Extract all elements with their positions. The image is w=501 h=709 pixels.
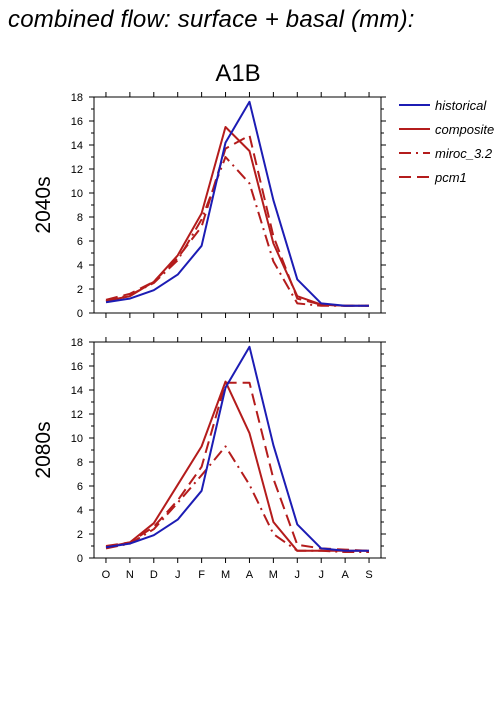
y-tick-label: 2 bbox=[77, 529, 83, 541]
x-tick-label: O bbox=[102, 569, 111, 581]
series-line-historical bbox=[105, 100, 369, 307]
plot-frame bbox=[93, 341, 382, 559]
series-line-miroc_3.2 bbox=[105, 445, 369, 553]
plot-frame bbox=[93, 96, 382, 314]
x-tick-label: M bbox=[221, 569, 230, 581]
y-tick-label: 12 bbox=[71, 409, 83, 421]
series-line-historical bbox=[105, 345, 369, 552]
y-tick-label: 4 bbox=[77, 505, 83, 517]
y-tick-label: 14 bbox=[71, 140, 83, 152]
y-tick-label: 10 bbox=[71, 188, 83, 200]
legend-item-pcm1: pcm1 bbox=[399, 170, 467, 185]
panel-2080s: 0 2 4 6 8 10 12 14 16 18 O N D J F M A M J J A S 2080s bbox=[32, 337, 386, 581]
y-tick-label: 4 bbox=[77, 260, 83, 272]
legend-label: historical bbox=[435, 98, 487, 113]
x-tick-label: J bbox=[175, 569, 181, 581]
x-tick-label: A bbox=[246, 569, 254, 581]
y-tick-label: 12 bbox=[71, 164, 83, 176]
legend-item-composite: composite bbox=[399, 122, 494, 137]
legend-label: miroc_3.2 bbox=[435, 146, 493, 161]
scenario-label: A1B bbox=[215, 60, 260, 87]
y-tick-label: 8 bbox=[77, 457, 83, 469]
y-tick-label: 18 bbox=[71, 92, 83, 104]
x-tick-label: J bbox=[318, 569, 324, 581]
legend-item-miroc_3.2: miroc_3.2 bbox=[399, 146, 493, 161]
x-tick-label: N bbox=[126, 569, 134, 581]
legend-label: pcm1 bbox=[434, 170, 467, 185]
x-tick-label: M bbox=[269, 569, 278, 581]
period-label: 2040s bbox=[32, 176, 55, 233]
y-tick-label: 8 bbox=[77, 212, 83, 224]
y-tick-label: 10 bbox=[71, 433, 83, 445]
legend-label: composite bbox=[435, 122, 494, 137]
series-line-miroc_3.2 bbox=[105, 156, 369, 307]
x-tick-label: F bbox=[198, 569, 205, 581]
chart-panels: 0 2 4 6 8 10 12 14 16 18 2040s 0 2 4 6 8 10 12 14 16 18 O N D J F… bbox=[32, 92, 386, 581]
y-tick-label: 14 bbox=[71, 385, 83, 397]
y-tick-label: 6 bbox=[77, 481, 83, 493]
figure-title: combined flow: surface + basal (mm): bbox=[8, 6, 415, 33]
y-tick-label: 16 bbox=[71, 361, 83, 373]
y-tick-label: 18 bbox=[71, 337, 83, 349]
panel-2040s: 0 2 4 6 8 10 12 14 16 18 2040s bbox=[32, 92, 386, 320]
x-tick-label: D bbox=[150, 569, 158, 581]
series-line-composite bbox=[105, 380, 369, 552]
x-tick-label: A bbox=[341, 569, 349, 581]
x-tick-label: J bbox=[295, 569, 301, 581]
series-line-pcm1 bbox=[105, 134, 369, 307]
period-label: 2080s bbox=[32, 421, 55, 478]
x-tick-label: S bbox=[365, 569, 372, 581]
y-tick-label: 0 bbox=[77, 308, 83, 320]
y-tick-label: 0 bbox=[77, 553, 83, 565]
legend: historical composite miroc_3.2 pcm1 bbox=[399, 98, 494, 185]
y-tick-label: 16 bbox=[71, 116, 83, 128]
legend-item-historical: historical bbox=[399, 98, 487, 113]
series-line-composite bbox=[105, 126, 369, 307]
y-tick-label: 2 bbox=[77, 284, 83, 296]
y-tick-label: 6 bbox=[77, 236, 83, 248]
